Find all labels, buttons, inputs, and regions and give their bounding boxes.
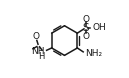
Text: O: O [82, 32, 89, 41]
Text: H: H [38, 52, 45, 61]
Text: OH: OH [92, 23, 106, 32]
Text: NH₂: NH₂ [85, 49, 102, 58]
Text: O: O [33, 32, 40, 41]
Text: S: S [83, 23, 89, 33]
Text: NH: NH [31, 47, 45, 56]
Text: O: O [82, 15, 89, 24]
